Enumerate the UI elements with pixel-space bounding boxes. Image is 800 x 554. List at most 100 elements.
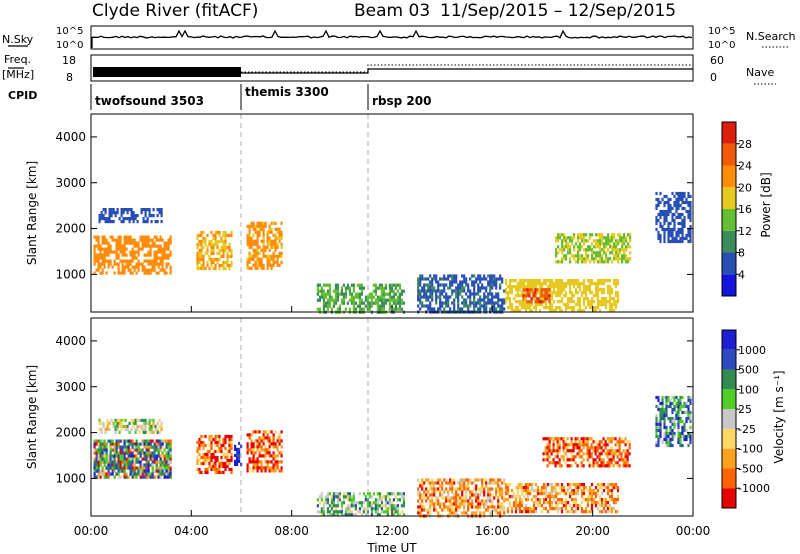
range-gate-cell bbox=[158, 430, 161, 434]
range-gate-cell bbox=[617, 254, 620, 258]
range-gate-cell bbox=[320, 295, 323, 299]
range-gate-cell bbox=[226, 233, 229, 238]
range-gate-cell bbox=[564, 306, 568, 310]
range-gate-cell bbox=[127, 460, 130, 464]
range-gate-cell bbox=[260, 248, 263, 252]
range-gate-cell bbox=[272, 454, 275, 458]
range-gate-cell bbox=[204, 458, 207, 463]
range-gate-cell bbox=[689, 437, 692, 442]
range-gate-cell bbox=[336, 298, 339, 302]
range-gate-cell bbox=[612, 455, 615, 459]
range-gate-cell bbox=[598, 300, 602, 304]
range-gate-cell bbox=[588, 306, 592, 310]
range-gate-cell bbox=[105, 247, 108, 251]
range-gate-cell bbox=[564, 504, 568, 508]
range-gate-cell bbox=[596, 461, 599, 465]
range-gate-cell bbox=[368, 492, 371, 496]
range-gate-cell bbox=[445, 304, 448, 308]
range-gate-cell bbox=[544, 282, 548, 286]
range-gate-cell bbox=[105, 448, 108, 452]
range-gate-cell bbox=[528, 309, 532, 313]
range-gate-cell bbox=[248, 266, 251, 270]
range-gate-cell bbox=[153, 259, 156, 263]
range-gate-cell bbox=[274, 260, 277, 264]
range-gate-cell bbox=[609, 236, 612, 240]
range-gate-cell bbox=[280, 230, 283, 234]
range-gate-cell bbox=[589, 245, 592, 249]
range-gate-cell bbox=[550, 501, 554, 505]
range-gate-cell bbox=[578, 303, 582, 307]
range-gate-cell bbox=[683, 404, 686, 409]
range-gate-cell bbox=[431, 307, 434, 311]
range-gate-cell bbox=[528, 489, 532, 493]
range-gate-cell bbox=[157, 238, 160, 242]
range-gate-cell bbox=[455, 295, 458, 299]
range-gate-cell bbox=[258, 221, 261, 225]
range-gate-cell bbox=[477, 301, 480, 305]
range-gate-cell bbox=[113, 475, 116, 479]
range-gate-cell bbox=[590, 446, 593, 450]
range-gate-cell bbox=[544, 449, 547, 453]
y-tick-label: 3000 bbox=[55, 380, 86, 394]
range-gate-cell bbox=[342, 301, 345, 305]
range-gate-cell bbox=[390, 283, 393, 287]
range-gate-cell bbox=[360, 298, 363, 302]
range-gate-cell bbox=[392, 513, 395, 517]
range-gate-cell bbox=[151, 259, 154, 263]
range-gate-cell bbox=[252, 242, 255, 246]
range-gate-cell bbox=[568, 306, 572, 310]
range-gate-cell bbox=[550, 483, 554, 487]
range-gate-cell bbox=[602, 443, 605, 447]
range-gate-cell bbox=[623, 254, 626, 258]
range-gate-cell bbox=[218, 446, 221, 451]
range-gate-cell bbox=[566, 446, 569, 450]
range-gate-cell bbox=[503, 481, 506, 485]
range-gate-cell bbox=[322, 504, 325, 508]
range-gate-cell bbox=[262, 233, 265, 237]
range-gate-cell bbox=[208, 449, 211, 454]
range-gate-cell bbox=[256, 457, 259, 461]
range-gate-cell bbox=[437, 481, 440, 485]
range-gate-cell bbox=[578, 443, 581, 447]
range-gate-cell bbox=[564, 291, 568, 295]
range-gate-cell bbox=[252, 463, 255, 467]
range-gate-cell bbox=[657, 407, 660, 412]
range-gate-cell bbox=[256, 248, 259, 252]
range-gate-cell bbox=[139, 262, 142, 266]
range-gate-cell bbox=[382, 289, 385, 293]
range-gate-cell bbox=[386, 495, 389, 499]
range-gate-cell bbox=[687, 407, 690, 412]
range-gate-cell bbox=[378, 304, 381, 308]
colorbar-swatch bbox=[722, 143, 736, 166]
range-gate-cell bbox=[222, 464, 225, 469]
range-gate-cell bbox=[93, 472, 96, 476]
range-gate-cell bbox=[629, 257, 632, 261]
range-gate-cell bbox=[536, 300, 539, 304]
range-gate-cell bbox=[671, 422, 674, 427]
range-gate-cell bbox=[220, 455, 223, 460]
range-gate-cell bbox=[576, 464, 579, 468]
range-gate-cell bbox=[629, 233, 632, 237]
range-gate-cell bbox=[579, 248, 582, 252]
range-gate-cell bbox=[687, 413, 690, 418]
range-gate-cell bbox=[558, 498, 562, 502]
range-gate-cell bbox=[661, 227, 664, 232]
range-gate-cell bbox=[138, 430, 141, 434]
range-gate-cell bbox=[99, 463, 102, 467]
range-gate-cell bbox=[538, 294, 542, 298]
range-gate-cell bbox=[366, 504, 369, 508]
range-gate-cell bbox=[204, 470, 207, 475]
range-gate-cell bbox=[421, 505, 424, 509]
range-gate-cell bbox=[596, 446, 599, 450]
range-gate-cell bbox=[663, 434, 666, 439]
range-gate-cell bbox=[597, 254, 600, 258]
range-gate-cell bbox=[356, 501, 359, 505]
range-gate-cell bbox=[332, 510, 335, 514]
range-gate-cell bbox=[526, 492, 530, 496]
range-gate-cell bbox=[318, 307, 321, 311]
range-gate-cell bbox=[447, 286, 450, 290]
range-gate-cell bbox=[681, 419, 684, 424]
range-gate-cell bbox=[202, 458, 205, 463]
range-gate-cell bbox=[260, 257, 263, 261]
range-gate-cell bbox=[102, 424, 105, 428]
